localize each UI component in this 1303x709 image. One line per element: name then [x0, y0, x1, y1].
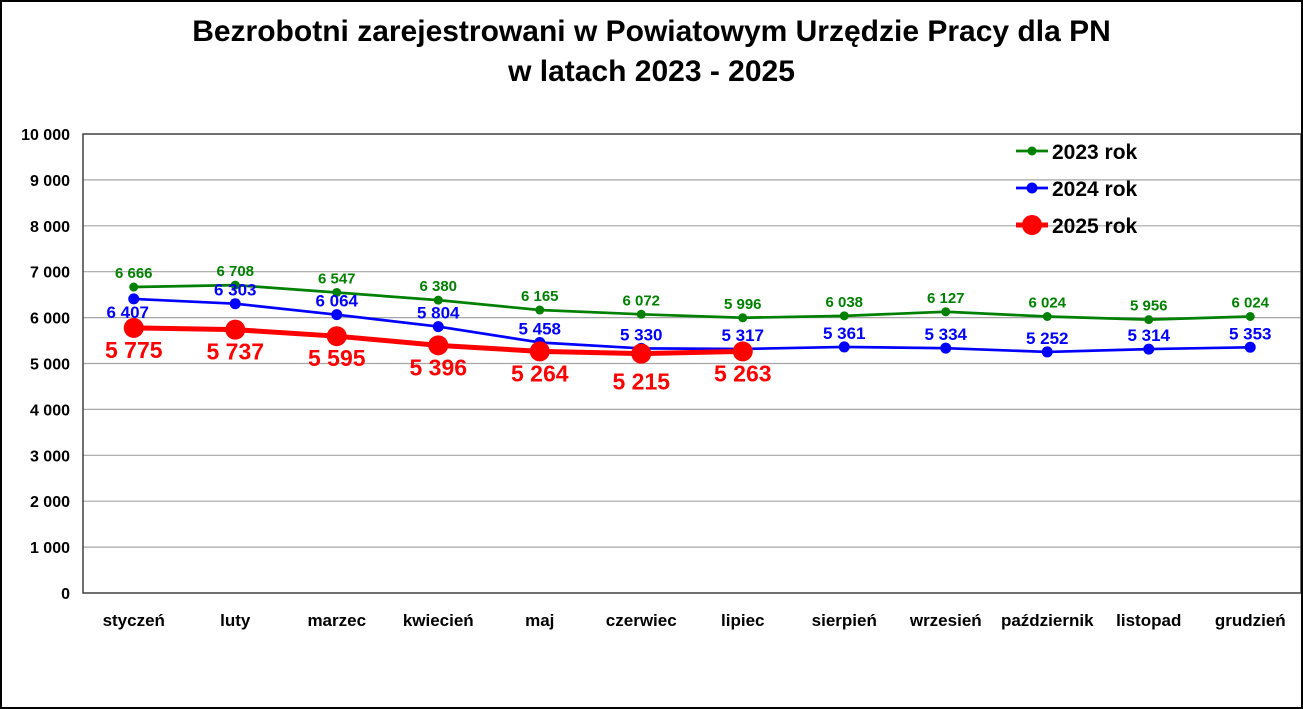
- data-point-marker: [1041, 346, 1053, 358]
- x-axis-label: listopad: [1116, 611, 1181, 630]
- x-axis-label: luty: [220, 611, 251, 630]
- x-axis-label: październik: [1001, 611, 1094, 630]
- x-axis-label: kwiecień: [403, 611, 474, 630]
- y-tick-label: 2 000: [30, 494, 70, 511]
- x-axis-label: wrzesień: [909, 611, 982, 630]
- data-point-marker: [631, 343, 652, 364]
- data-point-marker: [1042, 311, 1052, 321]
- data-point-marker: [1143, 343, 1155, 355]
- data-point-label: 5 775: [105, 337, 163, 363]
- data-point-label: 5 314: [1127, 326, 1170, 345]
- data-point-marker: [229, 298, 241, 310]
- data-point-label: 6 064: [315, 292, 358, 311]
- data-point-marker: [839, 311, 849, 321]
- data-point-label: 6 380: [419, 278, 457, 295]
- data-point-label: 6 666: [115, 265, 153, 282]
- data-point-label: 5 737: [206, 339, 264, 365]
- data-point-marker: [129, 282, 139, 292]
- y-tick-label: 6 000: [30, 311, 70, 328]
- legend-label: 2023 rok: [1052, 141, 1138, 164]
- data-point-label: 5 361: [823, 324, 866, 343]
- data-point-label: 5 595: [308, 345, 366, 371]
- data-point-marker: [1244, 341, 1256, 353]
- data-point-label: 5 263: [714, 360, 772, 386]
- data-point-label: 6 407: [106, 303, 149, 322]
- x-axis-label: grudzień: [1215, 611, 1286, 630]
- data-point-label: 6 547: [318, 270, 356, 287]
- data-point-marker: [128, 293, 140, 305]
- data-point-marker: [123, 317, 144, 338]
- data-point-marker: [331, 309, 343, 321]
- data-point-marker: [332, 287, 342, 297]
- data-point-marker: [433, 295, 443, 305]
- legend-swatch-marker: [1022, 215, 1042, 235]
- x-axis-label: maj: [525, 611, 554, 630]
- data-point-label: 5 353: [1229, 324, 1272, 343]
- x-axis-label: marzec: [307, 611, 366, 630]
- data-point-label: 6 038: [825, 294, 863, 311]
- data-point-marker: [432, 321, 444, 333]
- legend-swatch-marker: [1026, 182, 1038, 194]
- x-axis-label: lipiec: [721, 611, 764, 630]
- data-point-marker: [529, 341, 550, 362]
- chart-title-line2: w latach 2023 - 2025: [508, 55, 795, 88]
- y-tick-label: 4 000: [30, 402, 70, 419]
- data-point-label: 5 956: [1130, 298, 1168, 315]
- data-point-label: 5 804: [417, 304, 460, 323]
- y-tick-label: 9 000: [30, 173, 70, 190]
- data-point-label: 5 334: [924, 325, 967, 344]
- data-point-marker: [732, 341, 753, 362]
- data-point-marker: [636, 309, 646, 319]
- data-point-label: 5 330: [620, 325, 663, 344]
- plot-border: [82, 133, 1301, 594]
- data-point-marker: [838, 341, 850, 353]
- chart-title-line1: Bezrobotni zarejestrowani w Powiatowym U…: [192, 15, 1111, 48]
- data-point-label: 6 127: [927, 290, 965, 307]
- data-point-marker: [326, 326, 347, 347]
- data-point-marker: [940, 342, 952, 354]
- data-point-label: 6 024: [1231, 294, 1269, 311]
- data-point-marker: [230, 280, 240, 290]
- data-point-label: 5 252: [1026, 329, 1069, 348]
- series-line-2024-rok: [132, 297, 1252, 354]
- data-point-label: 5 317: [721, 326, 764, 345]
- data-point-label: 6 024: [1028, 294, 1066, 311]
- data-point-marker: [1245, 311, 1255, 321]
- data-point-label: 5 458: [518, 319, 561, 338]
- y-tick-label: 5 000: [30, 357, 70, 374]
- data-point-marker: [738, 313, 748, 323]
- data-point-label: 6 072: [622, 292, 660, 309]
- data-point-label: 6 165: [521, 288, 559, 305]
- legend-label: 2024 rok: [1052, 178, 1138, 201]
- legend-label: 2025 rok: [1052, 215, 1138, 238]
- data-point-marker: [428, 335, 449, 356]
- x-axis-label: czerwiec: [606, 611, 677, 630]
- y-tick-label: 3 000: [30, 448, 70, 465]
- legend-swatch-marker: [1027, 146, 1037, 156]
- data-point-label: 5 264: [511, 360, 569, 386]
- chart-title: Bezrobotni zarejestrowani w Powiatowym U…: [2, 12, 1301, 92]
- data-point-marker: [535, 305, 545, 315]
- x-axis-label: sierpień: [812, 611, 877, 630]
- data-point-marker: [225, 319, 246, 340]
- data-point-label: 6 708: [216, 263, 254, 280]
- y-tick-label: 8 000: [30, 219, 70, 236]
- series-line-2023-rok: [132, 283, 1252, 321]
- x-axis-label: styczeń: [103, 611, 165, 630]
- y-tick-label: 10 000: [21, 127, 70, 144]
- data-point-marker: [1144, 315, 1154, 325]
- data-point-label: 5 996: [724, 296, 762, 313]
- data-point-label: 6 303: [214, 281, 257, 300]
- data-point-label: 5 396: [409, 354, 467, 380]
- y-tick-label: 1 000: [30, 540, 70, 557]
- y-tick-label: 7 000: [30, 265, 70, 282]
- data-point-marker: [941, 307, 951, 317]
- data-point-label: 5 215: [612, 369, 670, 395]
- y-tick-label: 0: [61, 586, 70, 603]
